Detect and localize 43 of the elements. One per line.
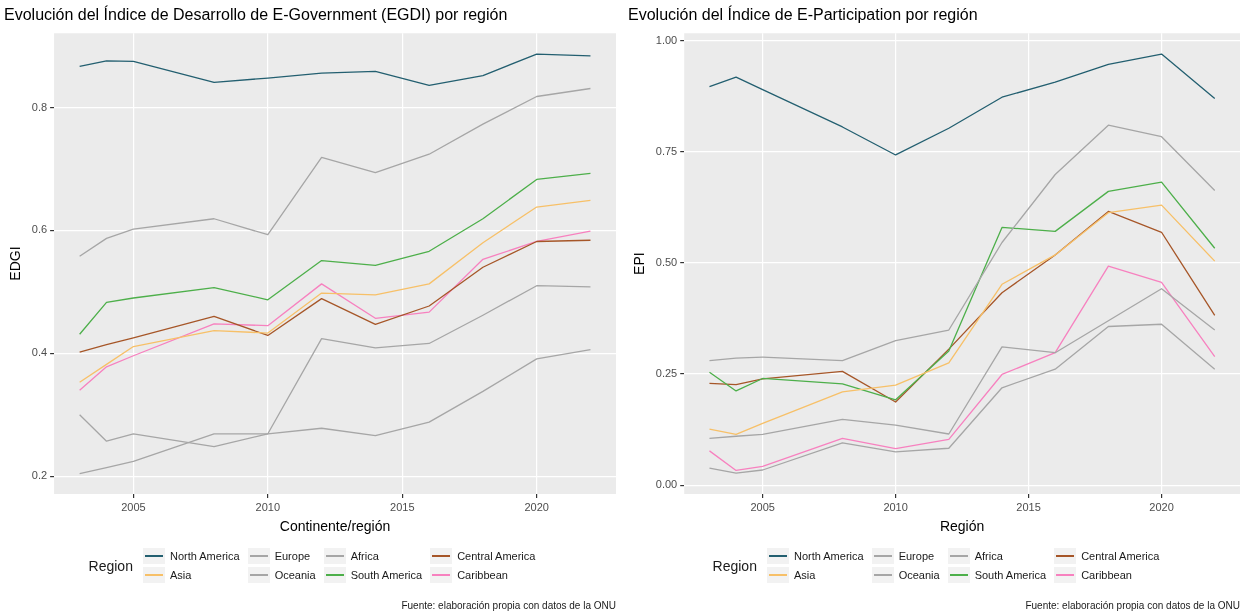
x-axis-title: Continente/región <box>279 518 391 535</box>
y-tick-label: 0.2 <box>31 469 48 482</box>
legend-label: Asia <box>169 569 192 581</box>
y-tick-label: 0.00 <box>655 478 678 491</box>
source-note: Fuente: elaboración propia con datos de la ONU <box>401 600 616 611</box>
y-tick-label: 0.50 <box>655 255 678 268</box>
legend-label: Oceania <box>274 569 316 581</box>
legend-label: Caribbean <box>457 569 508 581</box>
y-axis-title: EDGI <box>7 246 24 281</box>
x-tick-label: 2010 <box>883 500 908 513</box>
y-tick-label: 0.75 <box>655 144 678 157</box>
legend-label: Africa <box>974 550 1003 562</box>
legend-label: Central America <box>1081 550 1160 562</box>
legend-label: North America <box>793 550 864 562</box>
y-tick-label: 0.6 <box>31 223 48 236</box>
legend-label: Europe <box>898 550 935 562</box>
legend-title: Region <box>712 557 757 574</box>
legend-label: Europe <box>274 550 311 562</box>
y-tick-label: 0.8 <box>31 100 48 113</box>
x-tick-label: 2015 <box>390 500 415 513</box>
legend-label: Caribbean <box>1081 569 1132 581</box>
legend-label: South America <box>974 569 1047 581</box>
x-axis-title: Región <box>939 518 985 535</box>
legend-label: Africa <box>350 550 379 562</box>
x-tick-label: 2015 <box>1016 500 1041 513</box>
y-tick-label: 1.00 <box>655 33 678 46</box>
x-tick-label: 2010 <box>255 500 281 513</box>
x-tick-label: 2020 <box>524 500 549 513</box>
legend-label: Oceania <box>898 569 940 581</box>
y-axis-title: EPI <box>631 252 648 275</box>
source-note: Fuente: elaboración propia con datos de la ONU <box>1025 600 1240 611</box>
legend-label: North America <box>169 550 240 562</box>
legend-title: Region <box>88 557 133 574</box>
y-tick-label: 0.4 <box>31 346 48 359</box>
chart-title: Evolución del Índice de E-Participation por región <box>628 5 978 24</box>
chart-title: Evolución del Índice de Desarrollo de E-Government (EGDI) por región <box>4 5 508 24</box>
legend-label: South America <box>350 569 423 581</box>
x-tick-label: 2020 <box>1149 500 1174 513</box>
legend-label: Central America <box>457 550 536 562</box>
x-tick-label: 2005 <box>121 500 146 513</box>
x-tick-label: 2005 <box>750 500 775 513</box>
y-tick-label: 0.25 <box>655 367 678 380</box>
legend-label: Asia <box>793 569 816 581</box>
